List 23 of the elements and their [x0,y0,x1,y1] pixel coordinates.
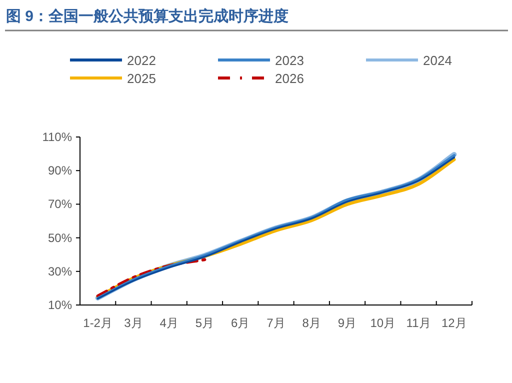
x-tick-label: 12月 [442,316,467,330]
y-tick-label: 110% [42,130,72,144]
x-tick-label: 10月 [370,316,396,330]
x-tick-label: 7月 [266,316,286,330]
x-tick-label: 11月 [406,316,431,330]
y-tick-label: 50% [48,230,72,245]
x-tick-label: 4月 [160,316,178,330]
x-tick-label: 6月 [231,316,250,330]
legend-label: 2024 [423,53,452,68]
y-tick-label: 70% [48,197,72,212]
y-tick-label: 10% [48,298,72,312]
legend-label: 2022 [127,53,156,68]
x-tick-label: 5月 [195,316,214,330]
chart-title: 图 9：全国一般公共预算支出完成时序进度 [6,7,289,25]
x-tick-label: 3月 [124,316,143,330]
y-tick-label: 90% [48,164,72,178]
legend-label: 2025 [127,71,156,86]
y-tick-label: 30% [48,264,72,278]
legend-label: 2023 [275,53,304,68]
legend-label: 2026 [275,71,304,86]
x-tick-label: 8月 [302,316,321,330]
x-tick-label: 1-2月 [83,316,112,330]
x-tick-label: 9月 [338,316,357,330]
